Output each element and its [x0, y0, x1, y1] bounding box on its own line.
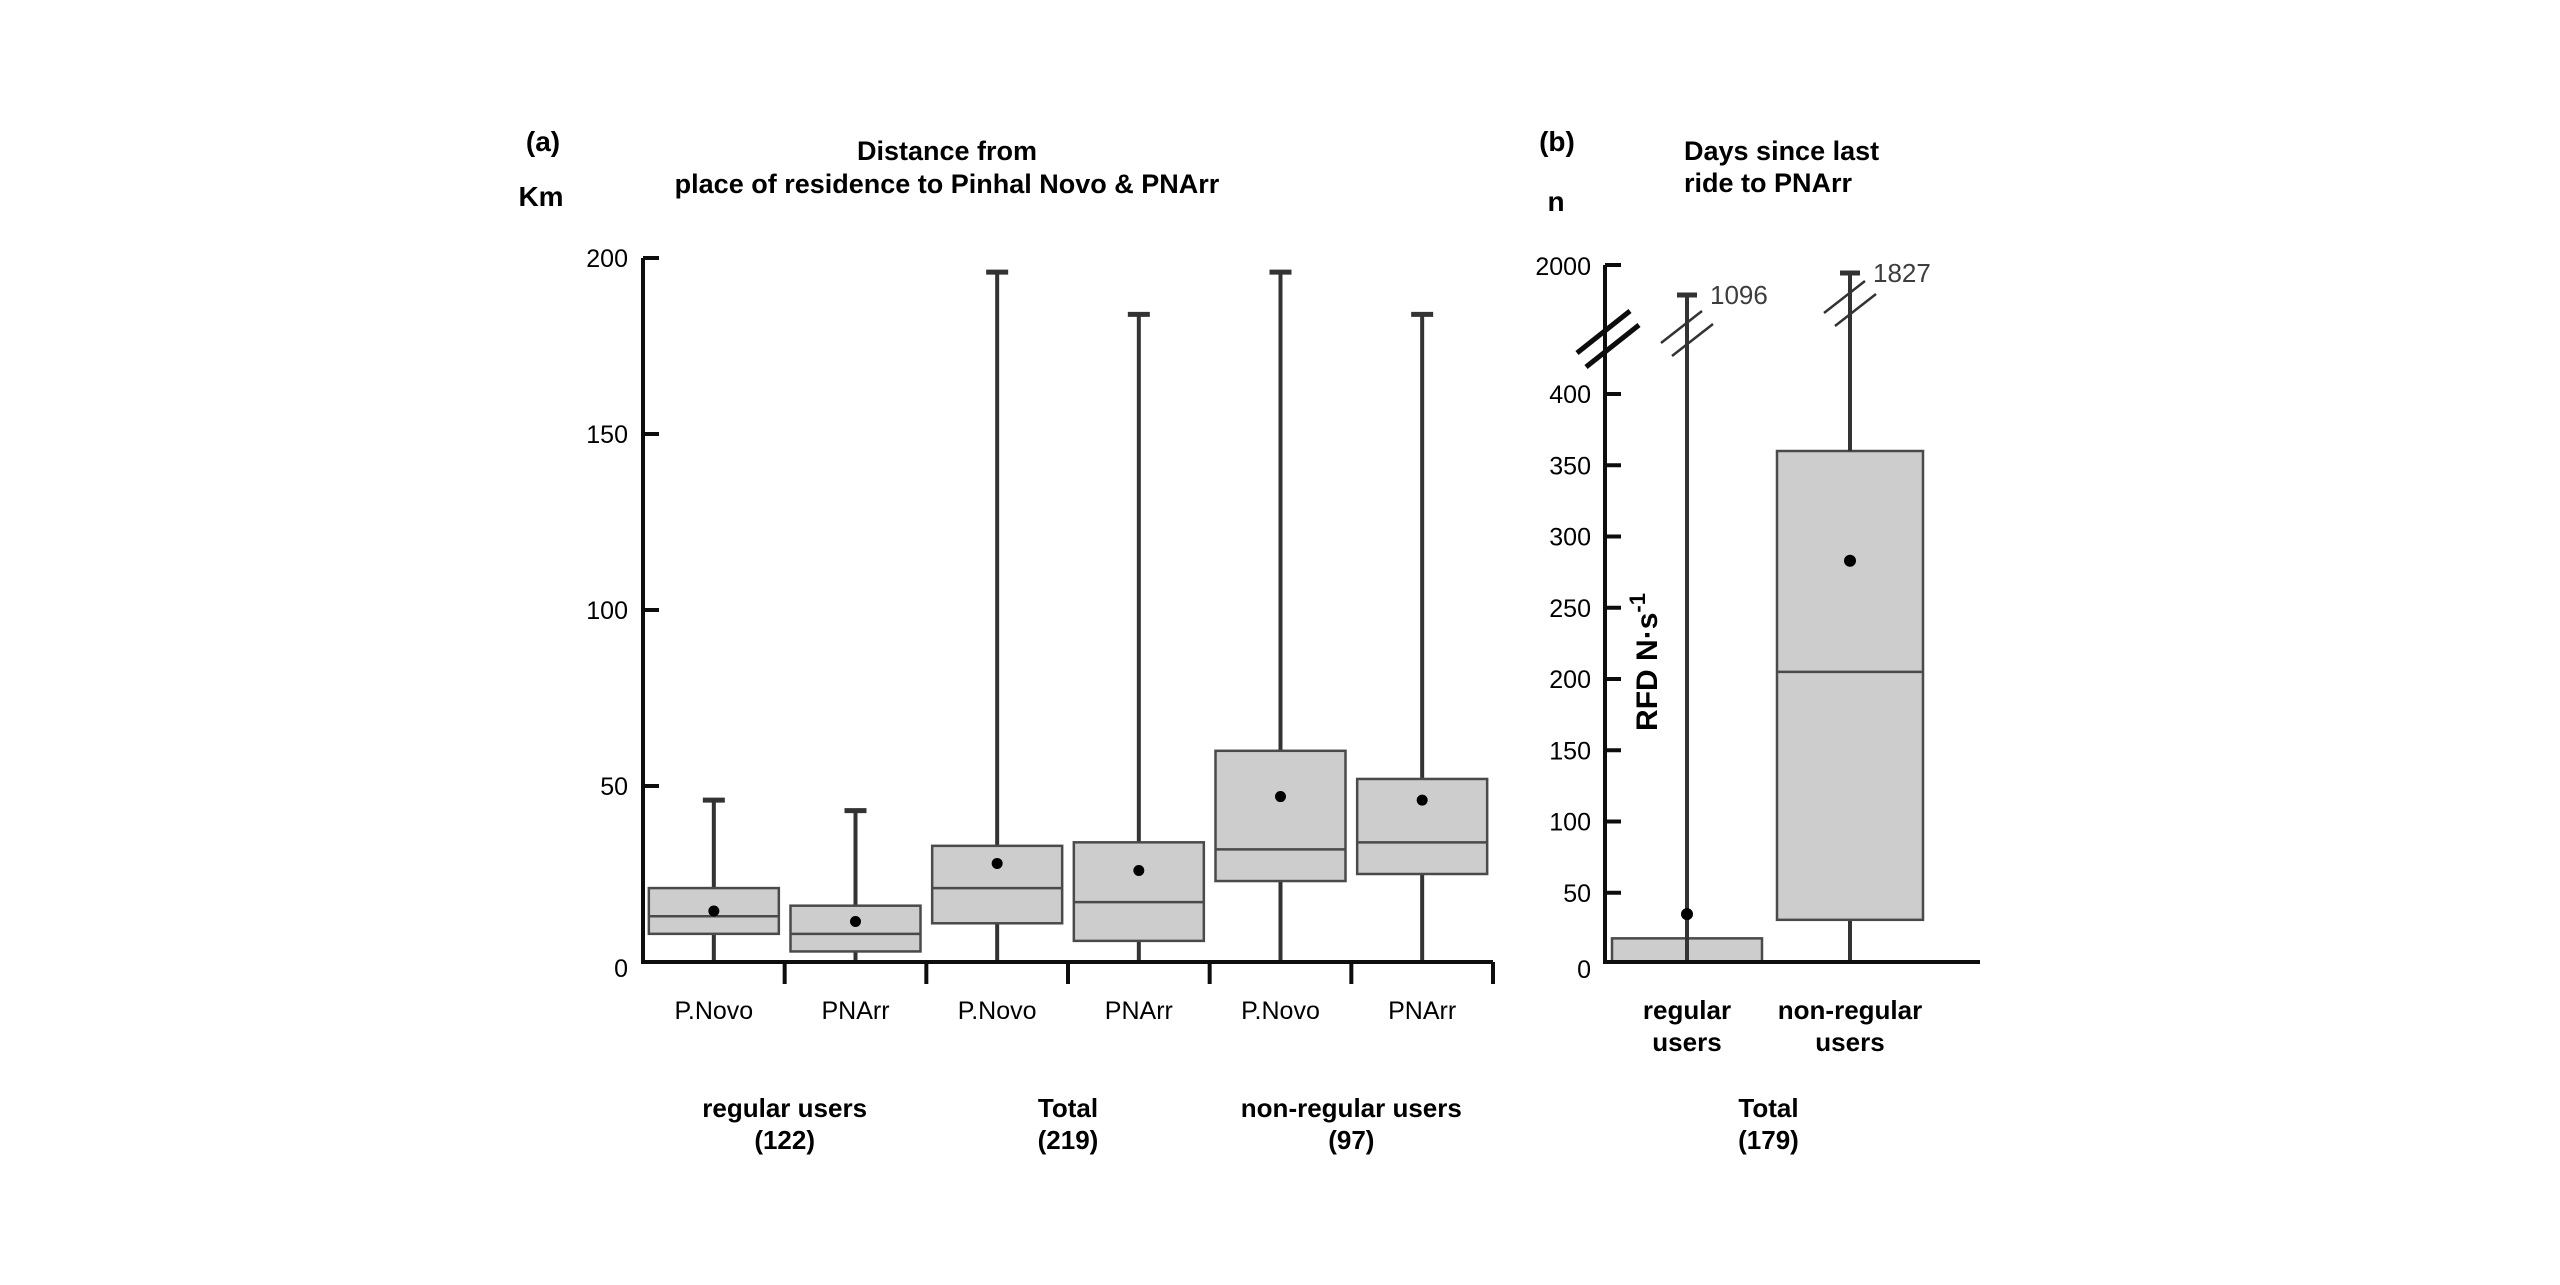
panel-a-group-count-3: (97) [1328, 1125, 1374, 1155]
panel-b-extreme-value-1: 1096 [1710, 280, 1768, 310]
panel-a-y-tick-label-50: 50 [600, 773, 628, 801]
panel-a-box-6 [1355, 777, 1489, 876]
panel-b-y-unit: n [1547, 186, 1564, 217]
panel-b-total-label: Total [1738, 1093, 1798, 1123]
panel-b-y-tick-label-0: 0 [1577, 956, 1591, 984]
panel-b-title-line1: Days since last [1684, 136, 1879, 166]
panel-a-category-label-3: P.Novo [958, 997, 1037, 1025]
panel-a-category-label-2: PNArr [821, 997, 889, 1025]
panel-a-group-count-1: (122) [754, 1125, 815, 1155]
panel-b-whisker-break-mark-b-1 [1671, 323, 1714, 357]
panel-b-total-count: (179) [1738, 1125, 1799, 1155]
panel-b-y-tick-label-50: 50 [1563, 880, 1591, 908]
panel-a-category-label-6: PNArr [1388, 997, 1456, 1025]
panel-a-group-label-1: regular users [702, 1093, 867, 1123]
panel-b-whisker-break-mark-b-2 [1834, 293, 1877, 327]
panel-a-mean-dot-1 [708, 905, 720, 917]
panel-a-category-label-1: P.Novo [674, 997, 753, 1025]
panel-b-y-tick-label-100: 100 [1549, 809, 1591, 837]
panel-a-mean-dot-5 [1275, 791, 1286, 803]
panel-b-y-tick-label-250: 250 [1549, 595, 1591, 623]
panel-a-box-2 [789, 904, 922, 953]
panel-a-box-3 [930, 844, 1064, 925]
panel-a-box-4 [1072, 841, 1206, 943]
panel-b-mean-dot-1 [1681, 908, 1693, 921]
panel-b-whisker-break-mark-a-1 [1660, 310, 1703, 344]
panel-a-mean-dot-3 [991, 857, 1003, 869]
panel-b-mean-dot-2 [1844, 554, 1856, 567]
panel-b-axis-break-mark-b [1584, 323, 1641, 369]
panel-a-y-tick-label-150: 150 [586, 421, 628, 449]
panel-b-whisker-break-mark-a-2 [1823, 280, 1866, 314]
panel-a-y-unit: Km [518, 181, 563, 212]
panel-b-extreme-value-2: 1827 [1873, 258, 1931, 288]
panel-a-category-label-5: P.Novo [1241, 997, 1320, 1025]
panel-b-category-label-1-line2: users [1652, 1027, 1721, 1057]
panel-b-box-2 [1775, 449, 1925, 922]
panel-b-y-tick-label-2000: 2000 [1535, 253, 1591, 281]
panel-a-y-tick-label-100: 100 [586, 597, 628, 625]
panel-b-category-label-2-line2: users [1815, 1027, 1884, 1057]
panel-b-axis-break-mark-a [1575, 309, 1632, 355]
panel-b-category-label-1-line1: regular [1643, 995, 1731, 1025]
panel-a-group-count-2: (219) [1038, 1125, 1099, 1155]
panel-a-y-tick-label-0: 0 [614, 955, 628, 983]
panel-a-box-5 [1214, 749, 1347, 883]
panel-b-title-line2: ride to PNArr [1684, 168, 1853, 198]
panel-b-y-tick-label-150: 150 [1549, 737, 1591, 765]
panel-a-group-label-3: non-regular users [1241, 1093, 1462, 1123]
panel-b-rotated-rfd-label: RFD N·s-1 [1625, 593, 1664, 731]
panel-b-y-tick-label-350: 350 [1549, 452, 1591, 480]
panel-b-y-tick-label-200: 200 [1549, 666, 1591, 694]
panel-a-mean-dot-6 [1416, 794, 1428, 806]
panel-a-title-line1: Distance from [857, 136, 1037, 166]
panel-b-y-tick-label-300: 300 [1549, 524, 1591, 552]
panel-b-label: (b) [1539, 126, 1575, 157]
panel-b-category-label-2-line1: non-regular [1778, 995, 1922, 1025]
panel-a-y-tick-label-200: 200 [586, 245, 628, 273]
panel-a-group-label-2: Total [1038, 1093, 1098, 1123]
panel-a-label: (a) [526, 126, 560, 157]
panel-a-mean-dot-4 [1133, 864, 1145, 876]
panel-a-category-label-4: PNArr [1105, 997, 1173, 1025]
panel-b-y-tick-label-400: 400 [1549, 381, 1591, 409]
panel-a-mean-dot-2 [850, 916, 861, 928]
panel-a-title-line2: place of residence to Pinhal Novo & PNAr… [675, 169, 1220, 199]
